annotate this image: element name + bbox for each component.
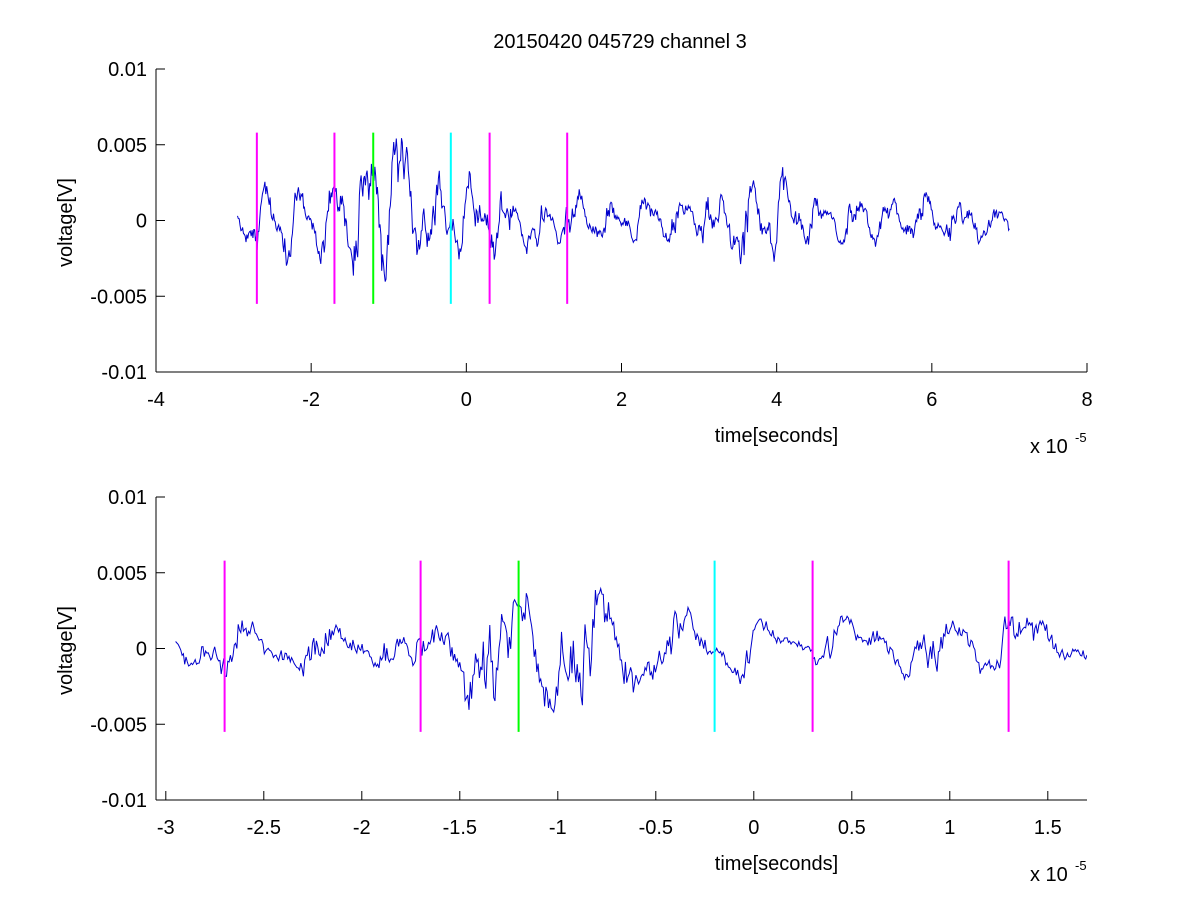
x-tick-label: -1	[549, 817, 567, 839]
x-multiplier-label: x 10	[1030, 864, 1068, 886]
x-tick-label: -2.5	[247, 817, 281, 839]
y-tick-label: -0.005	[90, 714, 147, 736]
x-tick-label: -4	[147, 389, 165, 411]
signal-series-line	[237, 138, 1010, 282]
x-multiplier-label: x 10	[1030, 436, 1068, 458]
x-tick-label: -2	[353, 817, 371, 839]
x-tick-label: 4	[771, 389, 782, 411]
x-axis-label: time[seconds]	[715, 853, 838, 875]
y-tick-label: 0	[136, 211, 147, 233]
x-axis-label: time[seconds]	[715, 425, 838, 447]
x-tick-label: 6	[926, 389, 937, 411]
y-tick-label: -0.01	[101, 362, 147, 384]
y-axis-label: voltage[V]	[55, 178, 77, 267]
x-tick-label: -0.5	[639, 817, 673, 839]
bottom-axes: -0.01 -0.005 0 0.005 0.01 -3 -2.5 -2 -1.5 -1 -0.5 0…	[55, 487, 1087, 886]
x-tick-label: -3	[157, 817, 175, 839]
x-tick-label: 2	[616, 389, 627, 411]
y-tick-label: 0	[136, 639, 147, 661]
x-tick-label: 1.5	[1034, 817, 1062, 839]
y-tick-label: 0.01	[108, 59, 147, 81]
y-tick-label: -0.01	[101, 790, 147, 812]
x-tick-label: 1	[944, 817, 955, 839]
x-tick-label: 0	[748, 817, 759, 839]
figure-title: 20150420 045729 channel 3	[493, 31, 747, 53]
x-tick-label: -1.5	[443, 817, 477, 839]
x-tick-label: 8	[1081, 389, 1092, 411]
y-axis-label: voltage[V]	[55, 606, 77, 695]
top-axes: -0.01 -0.005 0 0.005 0.01 -4 -2 0 2 4 6 8 time[secon…	[55, 59, 1093, 458]
y-tick-label: 0.005	[97, 563, 147, 585]
x-tick-label: 0	[461, 389, 472, 411]
y-tick-label: -0.005	[90, 286, 147, 308]
x-multiplier-exponent: -5	[1075, 858, 1087, 873]
x-tick-label: 0.5	[838, 817, 866, 839]
x-multiplier-exponent: -5	[1075, 430, 1087, 445]
x-tick-label: -2	[302, 389, 320, 411]
signal-series-line	[175, 586, 1087, 714]
y-tick-label: 0.01	[108, 487, 147, 509]
y-tick-label: 0.005	[97, 135, 147, 157]
